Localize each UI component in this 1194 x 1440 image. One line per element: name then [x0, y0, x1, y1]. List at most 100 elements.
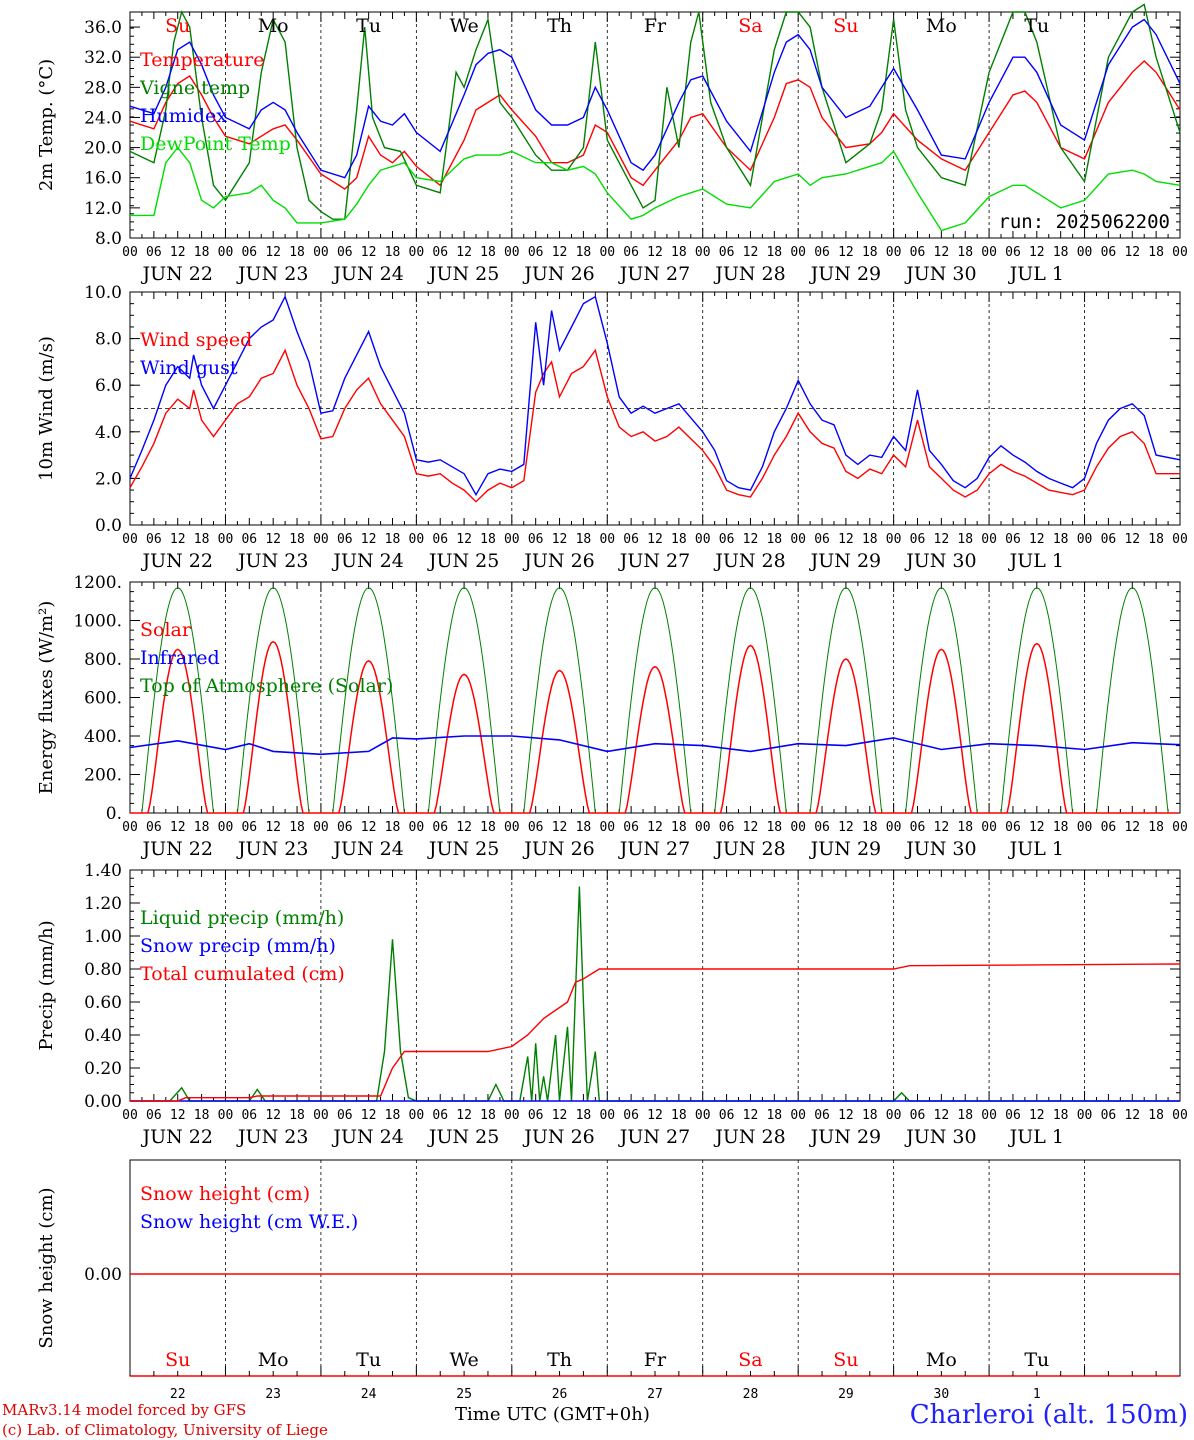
- hour-tick-label: 12: [743, 532, 759, 547]
- y-tick-label: 0.0: [95, 516, 122, 536]
- hour-tick-label: 06: [337, 1108, 353, 1123]
- hour-tick-label: 00: [599, 245, 615, 260]
- bottom-day-name: Mo: [926, 1349, 957, 1371]
- hour-tick-label: 06: [814, 245, 830, 260]
- date-label: JUN 30: [904, 838, 976, 860]
- y-tick-label: 0.40: [84, 1026, 122, 1046]
- hour-tick-label: 06: [910, 532, 926, 547]
- hour-tick-label: 00: [599, 820, 615, 835]
- hour-tick-label: 18: [289, 245, 305, 260]
- bottom-day-name: Su: [165, 1349, 190, 1371]
- bottom-day-number: 24: [361, 1387, 377, 1400]
- y-tick-label: 32.0: [84, 48, 122, 68]
- hour-tick-label: 18: [766, 820, 782, 835]
- hour-tick-label: 00: [599, 1108, 615, 1123]
- y-axis-label: Precip (mm/h): [36, 920, 57, 1050]
- hour-tick-label: 12: [838, 1108, 854, 1123]
- hour-tick-label: 00: [695, 820, 711, 835]
- hour-tick-label: 06: [623, 1108, 639, 1123]
- series-total-cumulated-cm-: [130, 963, 1181, 1102]
- hour-tick-label: 06: [1005, 532, 1021, 547]
- day-name-label: Mo: [258, 15, 289, 37]
- hour-tick-label: 12: [1029, 532, 1045, 547]
- hour-tick-label: 18: [957, 245, 973, 260]
- hour-tick-label: 00: [886, 245, 902, 260]
- hour-tick-label: 06: [146, 1108, 162, 1123]
- hour-tick-label: 12: [647, 245, 663, 260]
- series-liquid-precip-mm-h-: [130, 886, 1180, 1102]
- hour-tick-label: 00: [886, 1108, 902, 1123]
- hour-tick-label: 12: [170, 532, 186, 547]
- hour-tick-label: 00: [313, 1108, 329, 1123]
- y-tick-label: 24.0: [84, 108, 122, 128]
- date-label: JUN 30: [904, 1126, 976, 1148]
- hour-tick-label: 06: [241, 1108, 257, 1123]
- date-label: JUL 1: [1008, 1126, 1064, 1148]
- hour-tick-label: 12: [1124, 1108, 1140, 1123]
- hour-tick-label: 12: [456, 245, 472, 260]
- hour-tick-label: 12: [838, 820, 854, 835]
- bottom-day-number: 30: [934, 1387, 950, 1400]
- series-solar: [130, 640, 1178, 814]
- hour-tick-label: 06: [719, 245, 735, 260]
- hour-tick-label: 00: [313, 820, 329, 835]
- y-tick-label: 0.20: [84, 1059, 122, 1079]
- legend-infrared: Infrared: [140, 647, 220, 669]
- hour-tick-label: 06: [337, 820, 353, 835]
- hour-tick-label: 18: [576, 245, 592, 260]
- hour-tick-label: 18: [862, 1108, 878, 1123]
- date-label: JUN 22: [140, 550, 212, 572]
- hour-tick-label: 12: [361, 245, 377, 260]
- hour-tick-label: 00: [695, 1108, 711, 1123]
- hour-tick-label: 00: [1077, 1108, 1093, 1123]
- hour-tick-label: 06: [337, 245, 353, 260]
- hour-tick-label: 18: [1053, 532, 1069, 547]
- hour-tick-label: 18: [385, 245, 401, 260]
- time-axis-label: Time UTC (GMT+0h): [455, 1404, 650, 1425]
- hour-tick-label: 18: [385, 1108, 401, 1123]
- hour-tick-label: 00: [1077, 532, 1093, 547]
- hour-tick-label: 12: [743, 820, 759, 835]
- panel-3: [129, 581, 1181, 814]
- hour-tick-label: 06: [1101, 532, 1117, 547]
- hour-tick-label: 18: [576, 820, 592, 835]
- hour-tick-label: 00: [504, 532, 520, 547]
- hour-tick-label: 00: [218, 1108, 234, 1123]
- bottom-day-name: Th: [547, 1349, 572, 1371]
- hour-tick-label: 00: [122, 820, 138, 835]
- hour-tick-label: 06: [432, 532, 448, 547]
- model-label: MARv3.14 model forced by GFS: [2, 1401, 247, 1419]
- hour-tick-label: 00: [695, 245, 711, 260]
- hour-tick-label: 00: [1077, 245, 1093, 260]
- hour-tick-label: 18: [194, 532, 210, 547]
- hour-tick-label: 12: [1124, 245, 1140, 260]
- hour-tick-label: 18: [766, 245, 782, 260]
- bottom-day-name: Sa: [738, 1349, 762, 1371]
- hour-tick-label: 00: [122, 532, 138, 547]
- y-tick-label: 0.: [106, 804, 122, 824]
- date-label: JUN 29: [809, 550, 881, 572]
- legend-liquid-precip-mm-h-: Liquid precip (mm/h): [140, 907, 344, 929]
- y-tick-label: 10.0: [84, 283, 122, 303]
- date-label: JUN 27: [618, 263, 690, 285]
- hour-tick-label: 12: [265, 1108, 281, 1123]
- hour-tick-label: 00: [599, 532, 615, 547]
- hour-tick-label: 06: [719, 820, 735, 835]
- date-label: JUL 1: [1008, 838, 1064, 860]
- hour-tick-label: 12: [934, 245, 950, 260]
- hour-tick-label: 00: [122, 1108, 138, 1123]
- hour-tick-label: 06: [528, 820, 544, 835]
- y-tick-label: 200.: [84, 766, 122, 786]
- legend-vigne-temp: Vigne temp: [139, 77, 250, 99]
- hour-tick-label: 00: [409, 532, 425, 547]
- hour-tick-label: 12: [934, 820, 950, 835]
- meteogram: 00 06 12 18 00 06 12 18 00 06 12 18 00 06 12 18 00 06 12 18…: [36, 3, 1188, 1400]
- hour-tick-label: 06: [432, 820, 448, 835]
- legend-total-cumulated-cm-: Total cumulated (cm): [140, 963, 345, 985]
- series-dewpoint-temp: [130, 146, 1181, 232]
- date-label: JUN 23: [236, 1126, 308, 1148]
- hour-tick-label: 12: [838, 532, 854, 547]
- bottom-day-name: Tu: [1024, 1349, 1049, 1371]
- y-tick-label: 0.80: [84, 960, 122, 980]
- series-wind-gust: [129, 294, 1181, 497]
